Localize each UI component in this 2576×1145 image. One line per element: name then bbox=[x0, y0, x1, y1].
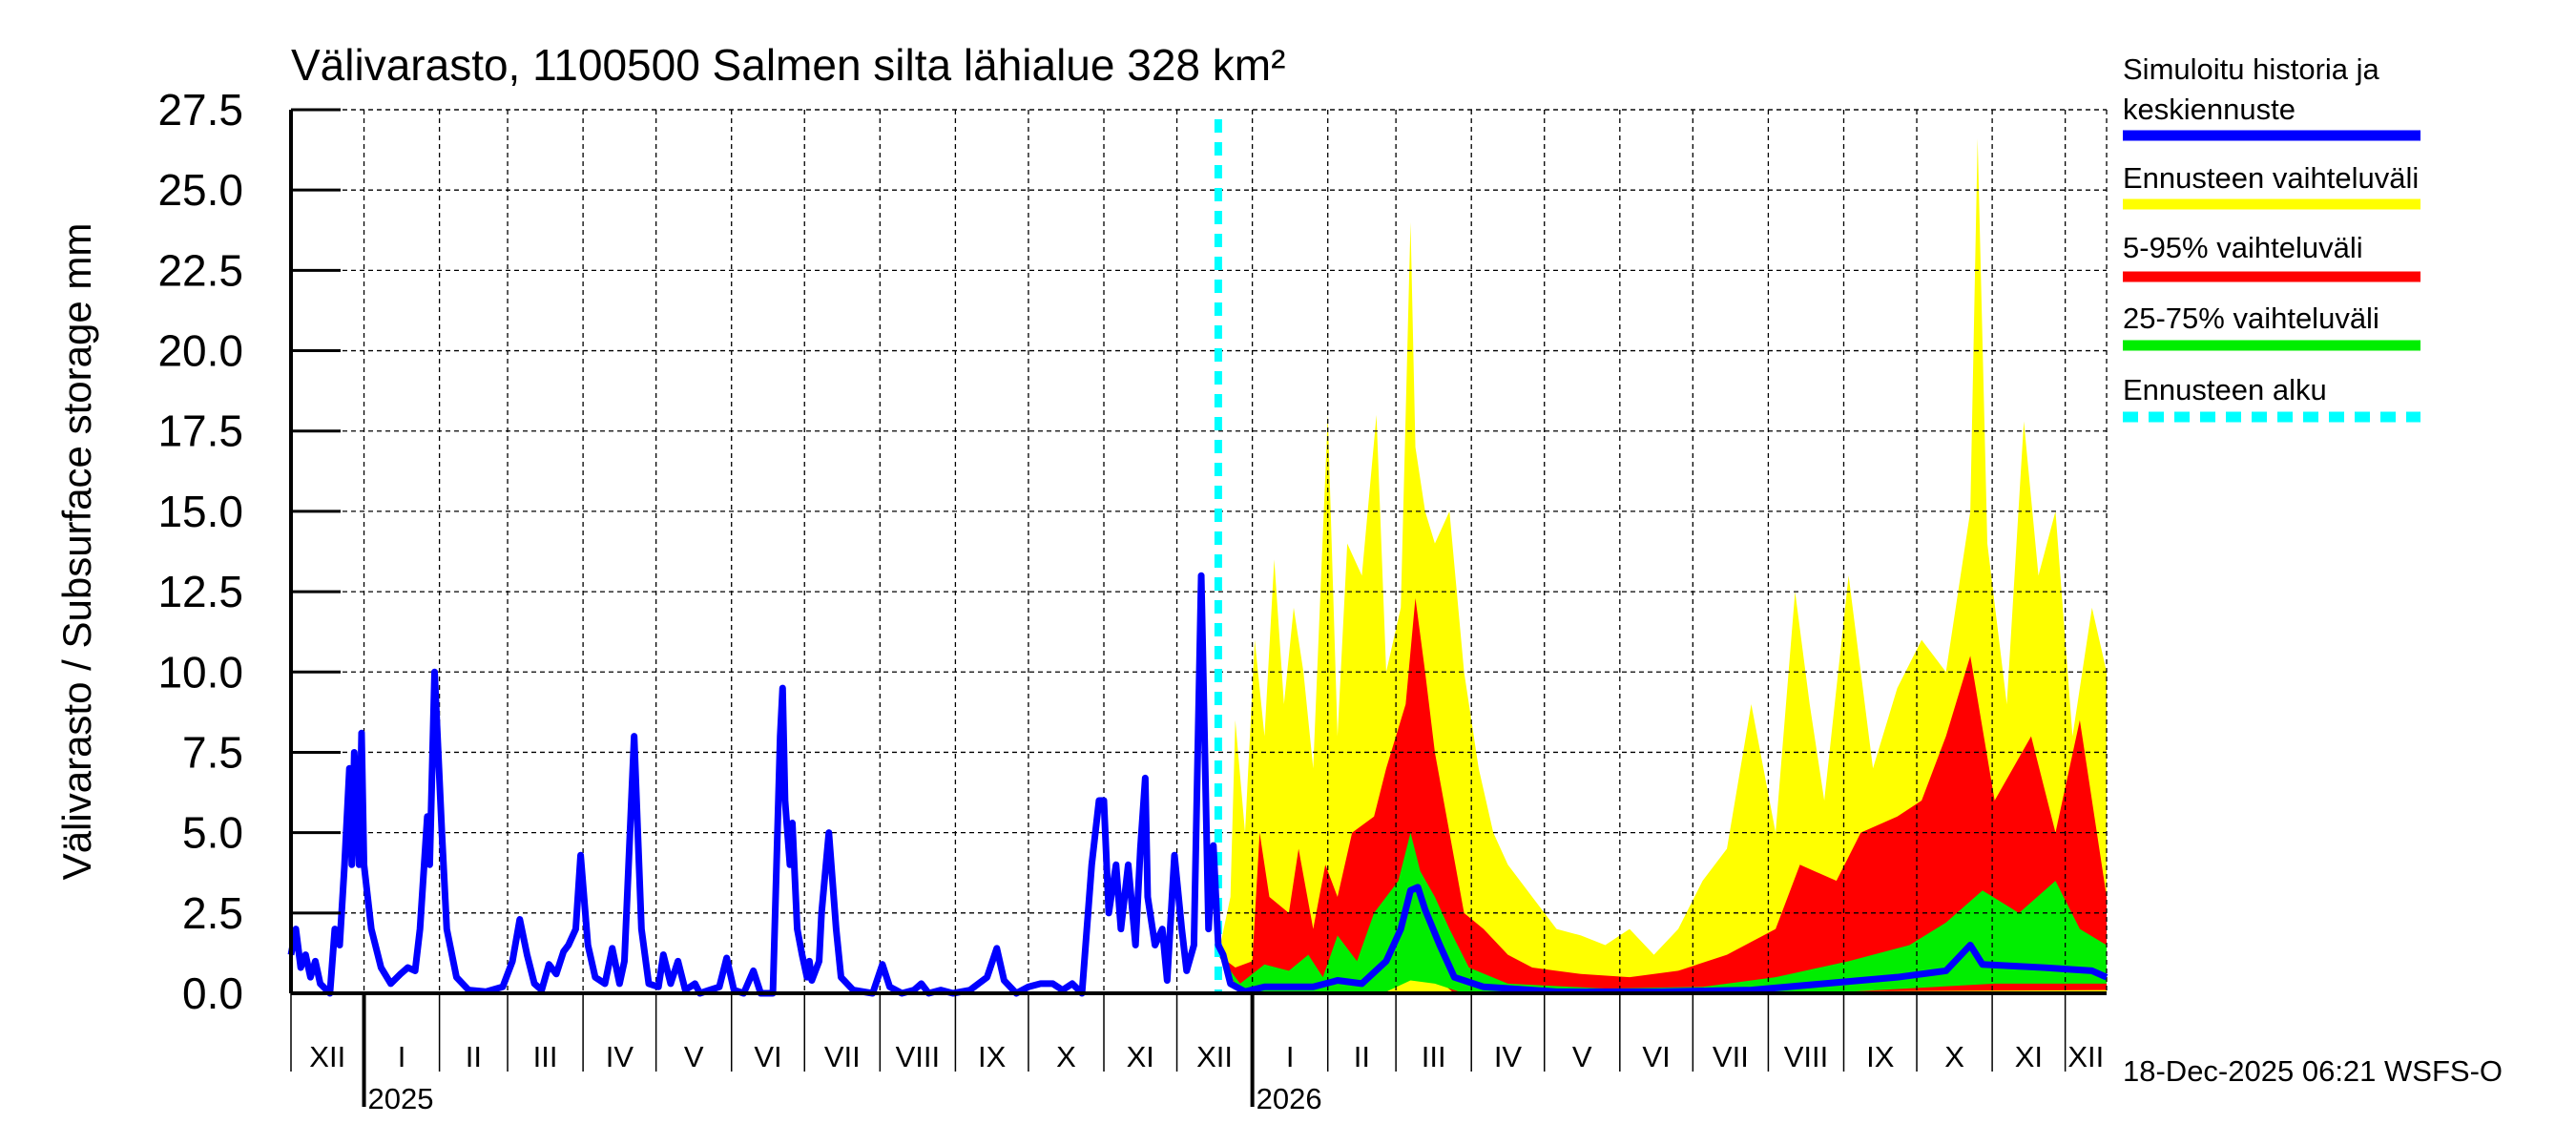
legend-label: Simuloitu historia ja bbox=[2123, 52, 2380, 86]
y-tick-label: 22.5 bbox=[157, 245, 243, 295]
y-tick-label: 12.5 bbox=[157, 567, 243, 616]
grid-lines bbox=[291, 109, 2108, 993]
y-tick-label: 2.5 bbox=[182, 888, 243, 938]
y-tick-label: 10.0 bbox=[157, 647, 243, 697]
y-tick-label: 15.0 bbox=[157, 487, 243, 536]
month-label: IV bbox=[1494, 1040, 1523, 1073]
month-label: XII bbox=[2067, 1040, 2104, 1073]
month-label: VIII bbox=[1784, 1040, 1829, 1073]
band-0 bbox=[1217, 138, 2107, 994]
month-label: VII bbox=[1713, 1040, 1749, 1073]
month-label: X bbox=[1056, 1040, 1076, 1073]
y-tick-label: 5.0 bbox=[182, 808, 243, 858]
y-tick-label: 27.5 bbox=[157, 85, 243, 135]
y-tick-label: 17.5 bbox=[157, 406, 243, 456]
y-axis-label: Välivarasto / Subsurface storage mm bbox=[54, 223, 99, 881]
y-tick-label: 7.5 bbox=[182, 727, 243, 777]
series-lines bbox=[287, 119, 2109, 997]
legend: Simuloitu historia ja keskiennuste Ennuste… bbox=[2123, 52, 2420, 423]
month-label: V bbox=[684, 1040, 704, 1073]
y-tick-label: 25.0 bbox=[157, 165, 243, 215]
month-label: V bbox=[1572, 1040, 1592, 1073]
month-label: VIII bbox=[896, 1040, 941, 1073]
month-label: IX bbox=[978, 1040, 1007, 1073]
month-label: II bbox=[1354, 1040, 1370, 1073]
legend-label: Ennusteen vaihteluväli bbox=[2123, 161, 2419, 195]
forecast-bands bbox=[1217, 138, 2107, 994]
band-1 bbox=[1217, 597, 2107, 993]
month-label: X bbox=[1944, 1040, 1964, 1073]
month-label: VI bbox=[754, 1040, 781, 1073]
month-label: XII bbox=[1196, 1040, 1233, 1073]
axes: 0.0 2.5 5.0 7.5 10.0 12.5 15.0 17.5 20.0 22.5 25.0… bbox=[157, 85, 2107, 1115]
legend-label: Ennusteen alku bbox=[2123, 373, 2327, 406]
legend-label: keskiennuste bbox=[2123, 93, 2296, 126]
month-label: III bbox=[533, 1040, 558, 1073]
month-label: VII bbox=[824, 1040, 861, 1073]
median-line bbox=[287, 572, 2109, 997]
year-label: 2026 bbox=[1257, 1082, 1322, 1115]
legend-label: 25-75% vaihteluväli bbox=[2123, 302, 2379, 335]
month-label: VI bbox=[1642, 1040, 1670, 1073]
legend-label: 5-95% vaihteluväli bbox=[2123, 231, 2363, 264]
month-label: IX bbox=[1866, 1040, 1895, 1073]
footer-timestamp: 18-Dec-2025 06:21 WSFS-O bbox=[2123, 1054, 2503, 1088]
month-label: IV bbox=[606, 1040, 634, 1073]
month-label: XI bbox=[1127, 1040, 1154, 1073]
month-label: XII bbox=[309, 1040, 345, 1073]
month-label: I bbox=[1286, 1040, 1295, 1073]
chart-title: Välivarasto, 1100500 Salmen silta lähial… bbox=[291, 40, 1285, 90]
month-label: XI bbox=[2015, 1040, 2043, 1073]
month-label: II bbox=[466, 1040, 482, 1073]
y-tick-label: 20.0 bbox=[157, 326, 243, 376]
month-label: III bbox=[1422, 1040, 1446, 1073]
y-tick-label: 0.0 bbox=[182, 968, 243, 1018]
month-label: I bbox=[398, 1040, 406, 1073]
year-label: 2025 bbox=[368, 1082, 434, 1115]
